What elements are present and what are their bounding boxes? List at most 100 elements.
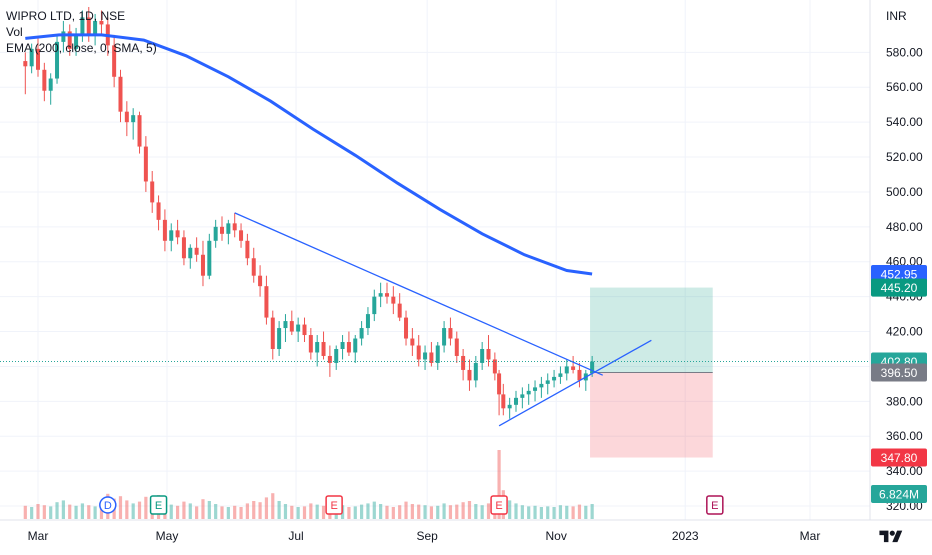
volume-bar bbox=[144, 496, 148, 519]
candle-body bbox=[150, 181, 155, 203]
candle-body bbox=[416, 345, 421, 360]
price-tick-label: 480.00 bbox=[886, 220, 923, 234]
volume-indicator-label[interactable]: Vol bbox=[6, 25, 23, 39]
volume-bar bbox=[264, 497, 269, 519]
candle-body bbox=[23, 61, 28, 67]
event-marker[interactable]: E bbox=[490, 495, 508, 515]
take-profit-badge: 445.20 bbox=[871, 278, 927, 297]
volume-bar bbox=[74, 505, 78, 519]
event-letter: E bbox=[495, 500, 502, 512]
candle-body bbox=[435, 345, 440, 363]
volume-bar bbox=[296, 507, 300, 519]
price-tick-label: 360.00 bbox=[886, 429, 923, 443]
badge-bg bbox=[871, 485, 927, 503]
symbol-title[interactable]: WIPRO LTD, 1D, NSE bbox=[6, 9, 126, 23]
candle-body bbox=[207, 240, 212, 276]
candle-body bbox=[372, 296, 377, 315]
candle-body bbox=[162, 219, 167, 241]
candle-body bbox=[486, 348, 491, 360]
volume-bar bbox=[226, 507, 230, 519]
badge-label: 6.824M bbox=[879, 488, 919, 502]
volume-bar bbox=[546, 506, 550, 519]
badge-bg bbox=[871, 265, 927, 284]
candle-body bbox=[226, 223, 231, 234]
volume-bar bbox=[527, 506, 531, 519]
trendlines[interactable] bbox=[234, 212, 652, 427]
event-marker[interactable]: E bbox=[706, 495, 724, 515]
candle-body bbox=[558, 373, 563, 377]
volume-bar bbox=[315, 504, 319, 519]
ema-200-line bbox=[25, 33, 593, 276]
candle-body bbox=[42, 69, 47, 91]
volume-bar bbox=[391, 507, 395, 519]
candle-body bbox=[492, 359, 497, 374]
candle-body bbox=[156, 202, 161, 220]
volume-bar bbox=[49, 506, 53, 519]
volume-bar bbox=[233, 505, 237, 519]
candle-body bbox=[327, 355, 332, 363]
volume-bar bbox=[461, 502, 465, 519]
volume-bar bbox=[372, 501, 376, 519]
candle-body bbox=[353, 338, 358, 353]
volume-bar bbox=[277, 501, 281, 519]
price-tick-label: 340.00 bbox=[886, 464, 923, 478]
volume-bar bbox=[68, 504, 72, 519]
volume-bar bbox=[118, 496, 123, 519]
candle-body bbox=[239, 230, 244, 241]
volume-bar bbox=[125, 500, 129, 519]
entry-badge: 396.50 bbox=[871, 363, 927, 382]
event-marker[interactable]: E bbox=[325, 495, 343, 515]
volume-bar bbox=[467, 501, 472, 519]
time-axis[interactable]: Mar May Jul Sep Nov 2023 Mar bbox=[0, 519, 932, 543]
candle-body bbox=[188, 247, 193, 259]
candle-body bbox=[539, 383, 544, 388]
candle-body bbox=[124, 111, 129, 123]
volume-bar bbox=[36, 504, 40, 519]
candle-body bbox=[577, 369, 582, 381]
candle-body bbox=[454, 338, 459, 356]
event-letter: E bbox=[330, 500, 337, 512]
volume-bar bbox=[258, 502, 262, 519]
event-marker[interactable]: E bbox=[149, 495, 168, 515]
volume-bar bbox=[182, 501, 186, 519]
volume-bar bbox=[571, 506, 575, 519]
candle-body bbox=[533, 387, 538, 391]
candle-body bbox=[520, 394, 525, 398]
candle-body bbox=[480, 348, 485, 363]
candle-body bbox=[55, 41, 60, 79]
volume-bar bbox=[520, 505, 524, 519]
volume-bar bbox=[353, 506, 357, 519]
badge-label: 347.80 bbox=[881, 451, 918, 465]
ema-indicator-label[interactable]: EMA (200, close, 0, SMA, 5) bbox=[6, 41, 157, 55]
candle-body bbox=[245, 240, 250, 259]
volume-bar bbox=[175, 505, 180, 519]
long-position-tool[interactable] bbox=[590, 287, 713, 458]
candle-body bbox=[118, 76, 123, 112]
volume-bar bbox=[188, 503, 192, 519]
profit-zone[interactable] bbox=[590, 287, 713, 373]
volume-bar bbox=[283, 504, 288, 519]
candle-body bbox=[564, 366, 569, 374]
candle-body bbox=[270, 317, 275, 349]
volume-bar bbox=[442, 503, 446, 519]
tradingview-logo-icon[interactable] bbox=[874, 528, 908, 546]
loss-zone[interactable] bbox=[590, 372, 713, 458]
volume-bar bbox=[385, 505, 389, 519]
candle-body bbox=[473, 362, 478, 381]
candle-body bbox=[80, 17, 85, 35]
volume-bar bbox=[480, 505, 484, 519]
lower-trendline[interactable] bbox=[498, 339, 652, 427]
event-marker[interactable]: D bbox=[99, 496, 117, 514]
earnings-icon bbox=[706, 495, 724, 515]
event-letter: E bbox=[155, 500, 162, 512]
candle-body bbox=[283, 321, 288, 329]
candle-body bbox=[378, 293, 383, 297]
upper-trendline[interactable] bbox=[234, 212, 603, 376]
volume-bar bbox=[23, 505, 27, 519]
candle-body bbox=[289, 321, 294, 332]
candle-body bbox=[93, 20, 98, 35]
